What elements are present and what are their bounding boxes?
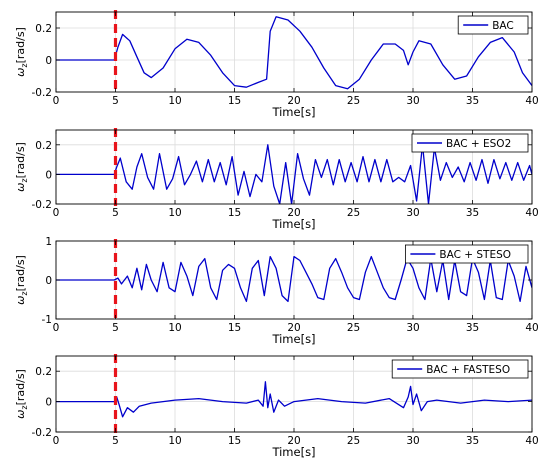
y-axis-label: ωz[rad/s] [14,142,29,192]
x-tick-label: 15 [228,322,241,334]
series-line [56,144,532,204]
y-tick-label: 0 [45,169,52,181]
x-tick-label: 35 [466,95,479,107]
y-tick-label: 0.2 [35,23,52,35]
x-tick-label: 10 [168,322,181,334]
legend: BAC + FASTESO [391,359,529,379]
x-axis-label: Time[s] [271,105,315,119]
panel-1: 0 5 10 15 20 25 30 35 40-0.200.2Time[s]ωz[rad/s]… [14,10,539,119]
x-tick-label: 40 [525,322,538,334]
x-tick-label: 5 [112,435,119,447]
legend-label: BAC + STESO [439,249,511,261]
x-tick-label: 30 [406,435,419,447]
legend: BAC + ESO2 [411,133,529,153]
y-axis-label: ωz[rad/s] [14,369,29,419]
x-tick-label: 15 [228,95,241,107]
y-tick-label: 0 [45,397,52,409]
series-line [56,255,532,303]
x-tick-label: 40 [525,95,538,107]
x-tick-label: 30 [406,207,419,219]
x-tick-label: 40 [525,207,538,219]
x-tick-label: 35 [466,207,479,219]
x-tick-label: 15 [228,207,241,219]
y-tick-label: 1 [45,236,52,248]
x-axis-label: Time[s] [271,217,315,231]
legend-label: BAC + ESO2 [446,138,511,150]
x-tick-label: 15 [228,435,241,447]
y-tick-label: -1 [42,314,52,326]
x-tick-label: 25 [347,435,360,447]
x-tick-label: 0 [53,435,60,447]
y-tick-label: 0.2 [35,140,52,152]
x-tick-label: 5 [112,207,119,219]
legend-label: BAC [492,20,514,32]
x-tick-label: 10 [168,95,181,107]
x-tick-label: 20 [287,207,300,219]
x-tick-label: 30 [406,322,419,334]
x-tick-label: 25 [347,207,360,219]
panel-3: 0 5 10 15 20 25 30 35 40-101Time[s]ωz[rad/s]BAC … [14,236,539,346]
y-axis-label: ωz[rad/s] [14,255,29,305]
series-line [56,16,532,90]
x-tick-label: 35 [466,435,479,447]
x-tick-label: 0 [53,95,60,107]
legend-box [457,15,529,35]
x-tick-label: 20 [287,322,300,334]
legend-box [404,244,529,264]
y-tick-label: 0.2 [35,366,52,378]
series-line [56,381,532,418]
x-tick-label: 0 [53,322,60,334]
legend-box [391,359,529,379]
x-tick-label: 40 [525,435,538,447]
x-tick-label: 25 [347,322,360,334]
x-tick-label: 0 [53,207,60,219]
x-tick-label: 20 [287,435,300,447]
legend-box [411,133,529,153]
x-tick-label: 5 [112,322,119,334]
legend: BAC + STESO [404,244,529,264]
y-tick-label: -0.2 [32,199,53,211]
y-tick-label: -0.2 [32,427,53,439]
y-tick-label: 0 [45,275,52,287]
x-tick-label: 10 [168,207,181,219]
y-tick-label: 0 [45,55,52,67]
x-tick-label: 20 [287,95,300,107]
x-tick-label: 25 [347,95,360,107]
panel-2: 0 5 10 15 20 25 30 35 40-0.200.2Time[s]ωz[rad/s]… [14,128,539,231]
panel-4: 0 5 10 15 20 25 30 35 40-0.200.2Time[s]ωz[rad/s]… [14,354,539,459]
legend: BAC [457,15,529,35]
x-axis-label: Time[s] [271,332,315,346]
x-tick-label: 30 [406,95,419,107]
x-tick-label: 5 [112,95,119,107]
y-axis-label: ωz[rad/s] [14,27,29,77]
x-tick-label: 10 [168,435,181,447]
x-axis-label: Time[s] [271,445,315,459]
y-tick-label: -0.2 [32,87,53,99]
legend-label: BAC + FASTESO [426,364,510,376]
x-tick-label: 35 [466,322,479,334]
